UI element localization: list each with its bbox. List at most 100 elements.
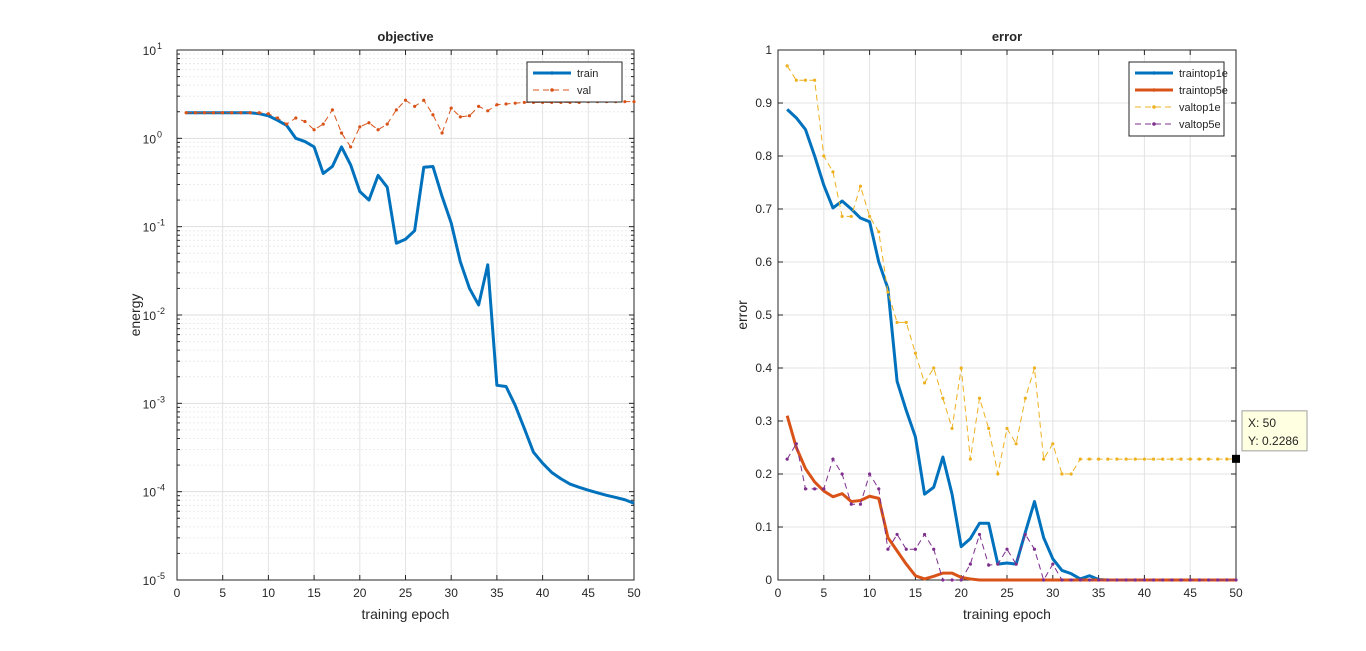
- x-tick-label: 20: [955, 586, 969, 600]
- data-point: [1078, 578, 1082, 582]
- data-point: [403, 98, 408, 102]
- y-tick-label: 0.9: [755, 96, 772, 110]
- data-point: [1188, 457, 1192, 461]
- legend-label: train: [577, 68, 598, 80]
- y-tick-label: 0.7: [755, 202, 772, 216]
- data-point: [1115, 578, 1119, 582]
- legend-marker: [550, 71, 554, 75]
- data-point: [1124, 457, 1128, 461]
- data-point: [1206, 457, 1211, 461]
- data-point: [1216, 578, 1220, 582]
- y-tick-label: 10 -4: [143, 483, 165, 500]
- legend-marker: [1152, 71, 1156, 75]
- x-tick-label: 5: [820, 586, 827, 600]
- y-axis-label: error: [734, 300, 750, 330]
- data-point: [895, 532, 899, 537]
- data-point: [1170, 457, 1174, 461]
- data-point: [813, 487, 817, 491]
- data-point: [1188, 578, 1192, 582]
- legend-label: traintop5e: [1179, 85, 1228, 97]
- chart-title: error: [992, 29, 1022, 44]
- data-point: [1225, 457, 1229, 461]
- data-point: [1151, 578, 1156, 582]
- data-point: [987, 563, 991, 567]
- y-tick-base: 10: [143, 486, 157, 500]
- series-train: [186, 111, 635, 505]
- x-tick-label: 50: [1229, 586, 1243, 600]
- data-point: [632, 100, 636, 104]
- data-point: [193, 111, 197, 115]
- data-point: [1005, 547, 1009, 551]
- x-axis-label: training epoch: [362, 606, 450, 622]
- data-point: [1170, 578, 1174, 582]
- y-tick-label: 0.4: [755, 361, 772, 375]
- datatip-marker[interactable]: [1232, 454, 1240, 463]
- y-tick-exponent: -5: [157, 571, 165, 581]
- data-point: [266, 112, 270, 116]
- data-point: [1142, 578, 1146, 582]
- y-tick-exponent: -2: [157, 306, 165, 316]
- data-point: [257, 111, 261, 115]
- data-point: [959, 366, 963, 370]
- data-point: [211, 111, 216, 115]
- data-point: [922, 532, 927, 537]
- data-point: [294, 116, 298, 120]
- data-point: [477, 104, 481, 108]
- data-point: [1179, 457, 1183, 461]
- data-point: [868, 214, 872, 219]
- legend-marker: [1152, 105, 1156, 109]
- data-point: [1225, 578, 1229, 582]
- y-tick-base: 10: [143, 397, 157, 411]
- legend-item: val: [533, 85, 591, 97]
- legend-box: [526, 61, 623, 103]
- data-point: [886, 290, 890, 294]
- x-tick-label: 25: [1000, 586, 1014, 600]
- y-tick-label: 0.8: [755, 149, 772, 163]
- data-point: [849, 502, 853, 506]
- x-tick-label: 35: [490, 586, 504, 600]
- y-tick-exponent: 1: [157, 41, 162, 51]
- y-tick-label: 10 1: [143, 41, 162, 58]
- x-tick-label: 45: [582, 586, 596, 600]
- data-point: [987, 426, 991, 431]
- x-tick-label: 40: [536, 586, 550, 600]
- y-tick-label: 10 -3: [143, 394, 165, 411]
- y-tick-label: 10 -2: [143, 306, 165, 323]
- data-point: [1161, 578, 1165, 582]
- y-tick-label: 10 -1: [143, 218, 165, 235]
- data-point: [1197, 578, 1201, 582]
- data-point: [1106, 457, 1110, 461]
- data-point: [968, 457, 972, 461]
- data-point: [1032, 547, 1037, 551]
- data-point: [849, 214, 853, 219]
- data-point: [803, 487, 808, 491]
- data-point: [1124, 578, 1128, 582]
- data-point: [358, 125, 362, 129]
- legend-label: val: [577, 85, 591, 97]
- data-point: [504, 102, 508, 106]
- y-tick-label: 0.6: [755, 255, 772, 269]
- legend-item: valtop5e: [1135, 119, 1221, 131]
- legend-item: traintop1e: [1135, 68, 1228, 80]
- x-tick-label: 25: [399, 586, 413, 600]
- data-point: [831, 457, 835, 461]
- data-point: [840, 472, 844, 476]
- legend-marker: [1152, 122, 1156, 126]
- data-point: [184, 111, 188, 115]
- data-point: [431, 113, 435, 117]
- x-tick-label: 0: [775, 586, 782, 600]
- data-point: [941, 578, 945, 582]
- data-point: [895, 320, 899, 325]
- data-point: [623, 100, 627, 104]
- legend: traintop1e traintop5e valtop1e valtop5e: [1128, 61, 1228, 137]
- chart-error: 0 5 10 15 20 25 30 35 40 45 50 0 0.1 0.2 0.3 0.4 0.5 0.6 0…: [734, 29, 1308, 622]
- data-point: [831, 170, 835, 174]
- data-point: [822, 487, 826, 491]
- data-point: [904, 320, 908, 325]
- data-point: [785, 457, 789, 461]
- data-point: [1032, 366, 1037, 370]
- data-point: [996, 472, 1000, 476]
- datatip[interactable]: X: 50 Y: 0.2286: [1232, 410, 1308, 463]
